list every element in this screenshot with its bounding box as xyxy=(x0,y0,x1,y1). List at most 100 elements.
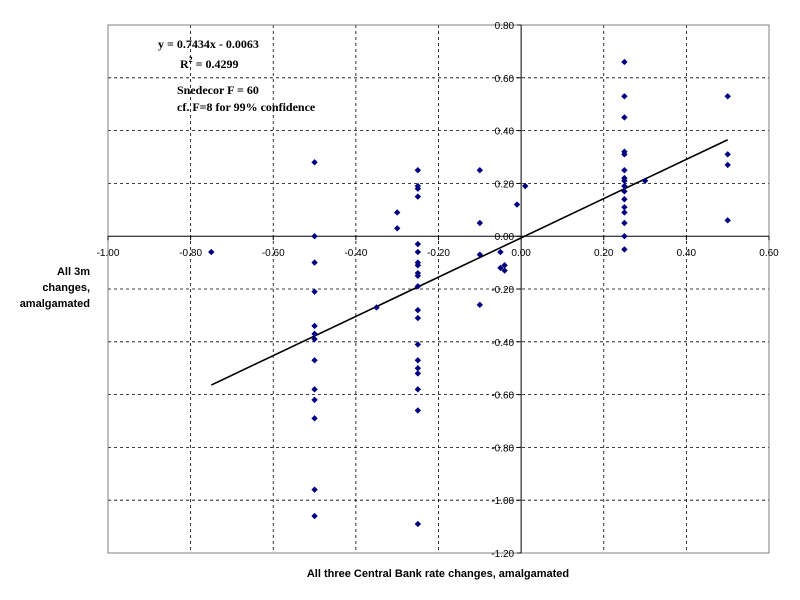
x-tick-label: -0.80 xyxy=(179,248,202,259)
data-point xyxy=(621,188,628,195)
y-tick-label: -0.20 xyxy=(491,285,514,296)
x-axis-title: All three Central Bank rate changes, ama… xyxy=(307,568,569,580)
data-point xyxy=(414,520,422,528)
data-point xyxy=(621,196,628,203)
data-point xyxy=(621,114,628,121)
snedecor-label: Snedecor F = 60 xyxy=(177,83,259,97)
data-point xyxy=(621,219,628,227)
data-point xyxy=(414,240,422,248)
y-tick-label: -0.80 xyxy=(491,443,514,454)
y-tick-label: 0.20 xyxy=(495,179,515,190)
x-tick-label: -0.40 xyxy=(344,248,367,259)
tick-labels: -1.00 -0.80 -0.60 -0.40 -0.20 0.00 0.20 0.40 0.6… xyxy=(97,21,780,560)
data-point xyxy=(724,151,731,158)
r-squared-superscript: 2 xyxy=(189,55,193,64)
data-point xyxy=(414,386,422,393)
data-point xyxy=(414,306,422,314)
data-point xyxy=(476,167,484,174)
r-squared-suffix: = 0.4299 xyxy=(193,57,239,71)
y-tick-label: 0.00 xyxy=(495,232,515,243)
data-point xyxy=(497,264,504,272)
x-tick-label: -0.60 xyxy=(262,248,285,259)
data-point xyxy=(621,209,628,216)
data-point xyxy=(311,322,318,330)
y-axis-title-line-2: changes, xyxy=(42,282,90,294)
plot-area-frame xyxy=(107,24,770,554)
data-point xyxy=(311,335,318,343)
y-tick-label: -0.40 xyxy=(491,338,514,349)
annotation-box: y = 0.7434x - 0.0063 R2 = 0.4299 Snedeco… xyxy=(158,37,316,114)
x-tick-label: -0.20 xyxy=(427,248,450,259)
x-tick-label: 0.20 xyxy=(594,248,614,259)
data-point xyxy=(311,486,318,493)
axes xyxy=(107,24,770,554)
data-point xyxy=(724,161,731,169)
data-point xyxy=(724,217,731,224)
data-point xyxy=(311,233,318,240)
y-axis-title: All 3m changes, amalgamated xyxy=(20,266,91,310)
y-tick-label: 0.60 xyxy=(495,74,515,85)
data-point xyxy=(414,370,422,377)
data-point xyxy=(621,167,628,174)
data-point xyxy=(522,182,529,190)
data-point xyxy=(621,203,628,211)
data-point xyxy=(476,301,484,309)
data-point xyxy=(311,512,318,520)
data-point xyxy=(414,167,422,174)
data-point xyxy=(414,185,422,192)
data-point xyxy=(311,288,318,295)
data-point xyxy=(414,262,422,269)
data-point xyxy=(311,396,318,404)
data-point xyxy=(497,248,504,256)
data-point xyxy=(414,357,422,364)
data-point xyxy=(414,365,422,372)
data-point xyxy=(414,407,422,414)
data-point xyxy=(501,262,508,269)
data-point xyxy=(621,177,628,184)
trendline xyxy=(210,139,729,386)
y-tick-label: -1.00 xyxy=(491,496,514,507)
data-point xyxy=(621,233,628,240)
data-point xyxy=(393,209,401,216)
data-point xyxy=(621,246,628,253)
data-point xyxy=(621,58,628,66)
data-point xyxy=(621,151,628,158)
y-axis-title-line-1: All 3m xyxy=(57,266,90,278)
data-point xyxy=(414,341,422,348)
data-point xyxy=(414,272,422,279)
data-point xyxy=(476,219,484,227)
data-point xyxy=(373,304,380,311)
data-point xyxy=(724,93,731,100)
x-tick-label: 0.00 xyxy=(511,248,531,259)
data-point xyxy=(311,386,318,393)
x-tick-label: 0.60 xyxy=(759,248,779,259)
x-tick-label: -1.00 xyxy=(97,248,120,259)
data-point xyxy=(311,357,318,364)
r-squared-prefix: R xyxy=(180,57,189,71)
grid-lines xyxy=(108,25,769,553)
equation-label: y = 0.7434x - 0.0063 xyxy=(158,37,259,51)
y-tick-label: 0.80 xyxy=(495,21,515,32)
data-point xyxy=(414,314,422,322)
data-point xyxy=(311,259,318,266)
data-point xyxy=(311,415,318,422)
x-tick-label: 0.40 xyxy=(677,248,697,259)
data-point xyxy=(414,248,422,256)
y-axis-title-line-3: amalgamated xyxy=(20,298,90,310)
data-points xyxy=(208,58,731,528)
data-point xyxy=(208,248,215,256)
data-point xyxy=(476,251,484,258)
y-tick-label: -1.20 xyxy=(491,549,514,560)
data-point xyxy=(414,193,422,200)
y-tick-label: 0.40 xyxy=(495,127,515,138)
data-point xyxy=(311,159,318,166)
data-point xyxy=(641,177,649,184)
data-point xyxy=(501,267,508,274)
y-tick-label: -0.60 xyxy=(491,391,514,402)
data-point xyxy=(393,225,401,232)
data-point xyxy=(311,330,318,338)
confidence-label: cf. F=8 for 99% confidence xyxy=(177,100,316,114)
data-point xyxy=(414,283,422,290)
data-point xyxy=(621,93,628,100)
